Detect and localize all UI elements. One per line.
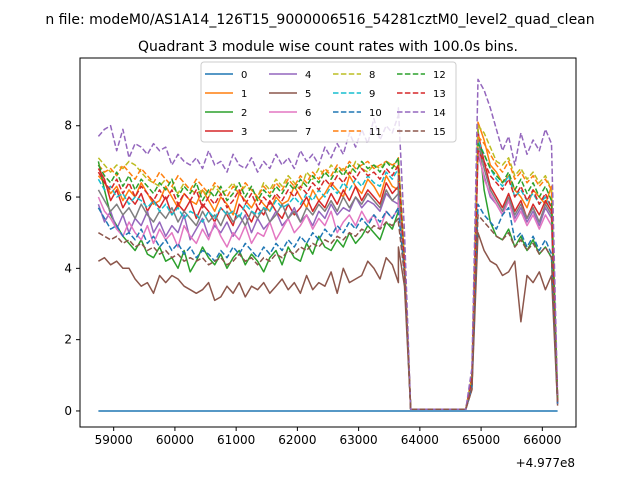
legend-label: 7 (305, 127, 311, 138)
x-tick-label: 65000 (462, 433, 500, 447)
y-tick-label: 6 (64, 190, 72, 204)
x-axis: 59000 60000 61000 62000 63000 64000 65000 66000 (95, 427, 561, 447)
x-tick-label: 66000 (523, 433, 561, 447)
series-line-5 (98, 231, 559, 410)
y-tick-label: 8 (64, 119, 72, 133)
plot-lines (97, 78, 559, 412)
legend-label: 4 (305, 70, 311, 81)
legend-label: 13 (433, 89, 446, 100)
series-line-3 (97, 132, 559, 410)
legend-label: 5 (305, 89, 311, 100)
legend-label: 12 (433, 70, 446, 81)
axes-frame (79, 57, 577, 428)
series-line-6 (97, 146, 559, 410)
x-tick-label: 59000 (95, 433, 133, 447)
legend-label: 3 (241, 127, 247, 138)
chart-title: Quadrant 3 module wise count rates with … (138, 39, 518, 55)
legend-label: 6 (305, 108, 311, 119)
legend-label: 8 (369, 70, 375, 81)
legend-box (200, 61, 457, 143)
legend-label: 9 (369, 89, 375, 100)
legend-label: 11 (369, 127, 382, 138)
x-tick-label: 64000 (401, 433, 439, 447)
legend-label: 2 (241, 108, 247, 119)
y-tick-label: 4 (64, 261, 72, 275)
x-tick-label: 63000 (340, 433, 378, 447)
legend-label: 1 (241, 89, 247, 100)
series-line-11 (97, 135, 559, 410)
y-tick-label: 2 (64, 333, 72, 347)
series-line-13 (97, 149, 559, 410)
series-line-10 (97, 203, 559, 410)
legend-label: 10 (369, 108, 382, 119)
legend-label: 15 (433, 127, 446, 138)
x-tick-label: 61000 (217, 433, 255, 447)
y-axis: 0 2 4 6 8 (64, 119, 80, 418)
figure-suptitle: n file: modeM0/AS1A14_126T15_9000006516_… (45, 12, 594, 28)
series-line-14 (97, 78, 559, 410)
x-tick-label: 62000 (278, 433, 316, 447)
legend-label: 14 (433, 108, 446, 119)
series-line-12 (97, 142, 559, 410)
series-line-8 (97, 124, 559, 410)
x-tick-label: 60000 (156, 433, 194, 447)
series-line-15 (98, 214, 559, 410)
series-line-7 (97, 135, 559, 410)
legend-label: 0 (241, 70, 247, 81)
x-axis-offset-label: +4.977e8 (516, 456, 575, 470)
y-tick-label: 0 (64, 404, 72, 418)
